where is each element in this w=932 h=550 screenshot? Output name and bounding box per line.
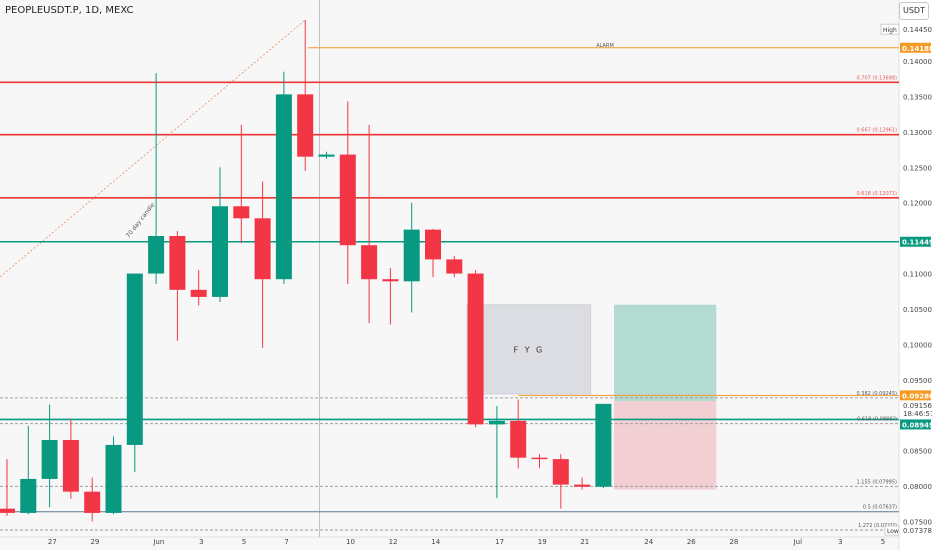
x-tick-label: 21	[580, 538, 589, 546]
level-label-3: 0.618 (0.12071)	[857, 191, 898, 197]
low-value: 0.07378	[903, 527, 932, 535]
countdown: 18:46:57	[903, 410, 932, 418]
x-tick-label: 17	[495, 538, 504, 546]
candle-body	[20, 478, 37, 513]
high-value: 0.14450	[903, 26, 932, 34]
x-tick-label: 3	[838, 538, 842, 546]
alarm-price-tag: 0.14188	[902, 45, 932, 53]
x-tick-label: 12	[389, 538, 398, 546]
y-tick-label: 0.10000	[903, 341, 932, 349]
alarm-label: ALARM	[596, 43, 614, 49]
y-tick-label: 0.14000	[903, 58, 932, 66]
candle-body	[574, 484, 591, 487]
y-tick-label: 0.12500	[903, 164, 932, 172]
candle-body	[190, 289, 207, 297]
current-price: 0.09156	[903, 402, 932, 410]
candle-body	[0, 508, 15, 513]
x-tick-label: 7	[284, 538, 288, 546]
green-level-tag: 0.11449	[902, 239, 932, 247]
x-tick-label: 26	[687, 538, 696, 546]
candle-body	[425, 229, 441, 260]
candle-body	[233, 206, 250, 219]
high-tag-bg	[880, 23, 900, 35]
x-tick-label: 5	[881, 538, 885, 546]
x-tick-label: 10	[346, 538, 355, 546]
price-axis	[899, 0, 932, 550]
high-tag: High	[883, 27, 897, 34]
candle-body	[297, 94, 314, 157]
candle-body	[467, 273, 484, 425]
x-tick-label: 14	[431, 538, 440, 546]
zone-0	[466, 304, 592, 395]
zone-2	[614, 401, 717, 490]
candle-body	[510, 420, 527, 458]
y-tick-label: 0.11000	[903, 271, 932, 279]
candle-body	[382, 279, 399, 282]
price-tag: 0.08949	[902, 421, 932, 429]
alarm-price-tag-bg	[900, 42, 931, 53]
y-tick-label: 0.08000	[903, 483, 932, 491]
y-tick-label: 0.08500	[903, 448, 932, 456]
candle-body	[339, 154, 356, 246]
x-tick-label: Jun	[152, 538, 164, 546]
candle-body	[318, 154, 335, 157]
y-tick-label: 0.13000	[903, 129, 932, 137]
candle-body	[148, 236, 165, 274]
candle-body	[84, 491, 101, 513]
candle-body	[169, 236, 186, 290]
candle-body	[41, 439, 58, 479]
candle-body	[105, 444, 122, 513]
currency-button[interactable]: USDT	[899, 2, 929, 20]
y-tick-label: 0.10500	[903, 306, 932, 314]
x-tick-label: Jul	[793, 538, 803, 546]
candle-body	[62, 439, 79, 492]
candle-body	[275, 94, 292, 280]
candle-body	[361, 245, 378, 280]
y-tick-label: 0.09500	[903, 377, 932, 385]
x-tick-label: 27	[48, 538, 57, 546]
green-level-tag-bg	[900, 236, 931, 247]
orange-level-tag: 0.09280	[902, 392, 932, 400]
candle-body	[403, 229, 420, 282]
x-tick-label: 19	[538, 538, 547, 546]
level-label-2: 0.667 (0.12961)	[857, 128, 898, 134]
low-tag: Low	[887, 528, 899, 535]
candle-body	[531, 457, 548, 460]
orange-level-tag-bg	[900, 390, 931, 401]
x-tick-label: 28	[729, 538, 738, 546]
candle-body	[446, 259, 463, 274]
level-label-6: 0.382 (0.09245)	[857, 391, 898, 397]
level-label-1: 0.707 (0.13698)	[857, 75, 898, 81]
price-tag-bg	[900, 419, 931, 430]
candle-body	[212, 206, 228, 297]
trendline	[0, 19, 306, 278]
x-tick-label: 24	[644, 538, 653, 546]
level-label-10: 0.5 (0.07637)	[863, 505, 897, 511]
level-label-11: 1.272 (0.07???)	[858, 523, 897, 529]
candle-body	[126, 273, 143, 445]
candle-body	[552, 459, 569, 485]
level-label-8: 0.618 (0.0888?)	[857, 417, 897, 423]
y-tick-label: 0.12000	[903, 200, 932, 208]
zone-label: F Y G	[513, 345, 544, 354]
y-tick-label: 0.13500	[903, 93, 932, 101]
symbol-header: PEOPLEUSDT.P, 1D, MEXC	[5, 5, 134, 16]
candle-body	[488, 420, 505, 425]
low-tag-bg	[884, 525, 900, 536]
candle-body	[254, 218, 271, 280]
x-tick-label: 29	[90, 538, 99, 546]
candle-body	[595, 403, 612, 487]
zone-1	[614, 304, 717, 402]
x-tick-label: 3	[199, 538, 203, 546]
y-tick-label: 0.07500	[903, 518, 932, 526]
x-tick-label: 5	[242, 538, 246, 546]
level-label-9: 1.155 (0.07995)	[857, 479, 898, 485]
